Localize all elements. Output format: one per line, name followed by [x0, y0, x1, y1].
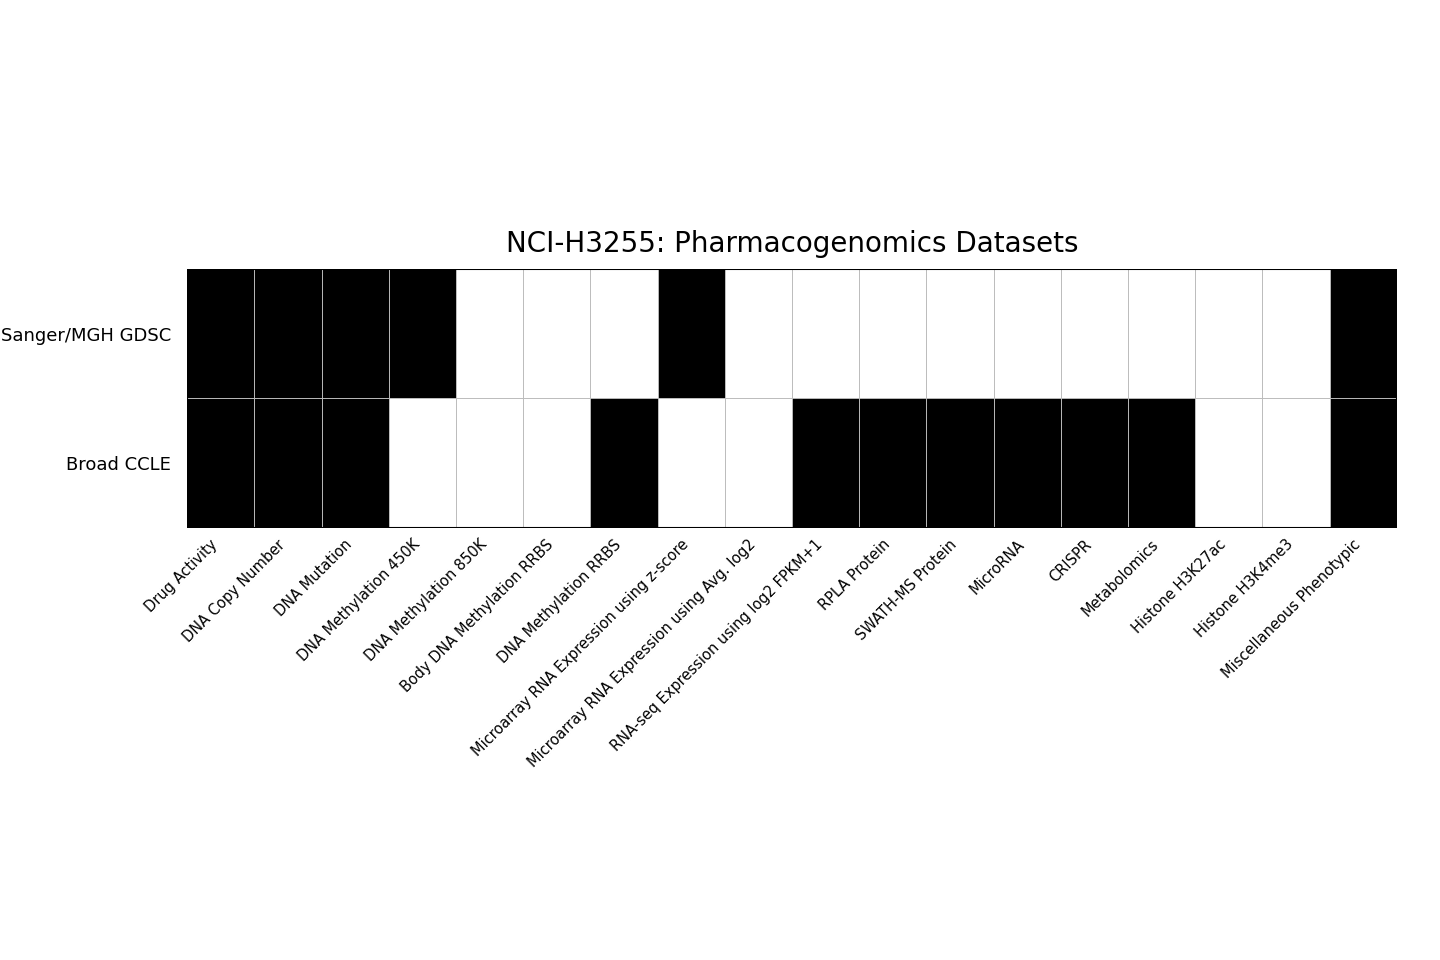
Bar: [321, 398, 389, 528]
Bar: [860, 398, 926, 528]
Bar: [1329, 269, 1397, 398]
Bar: [994, 398, 1061, 528]
Bar: [658, 269, 724, 398]
Bar: [389, 269, 456, 398]
Bar: [1329, 398, 1397, 528]
Bar: [792, 398, 860, 528]
Bar: [187, 269, 255, 398]
Bar: [1061, 398, 1128, 528]
Bar: [590, 398, 658, 528]
Title: NCI-H3255: Pharmacogenomics Datasets: NCI-H3255: Pharmacogenomics Datasets: [505, 230, 1079, 258]
Bar: [321, 269, 389, 398]
Bar: [1128, 398, 1195, 528]
Bar: [255, 398, 321, 528]
Bar: [255, 269, 321, 398]
Bar: [926, 398, 994, 528]
Bar: [187, 398, 255, 528]
